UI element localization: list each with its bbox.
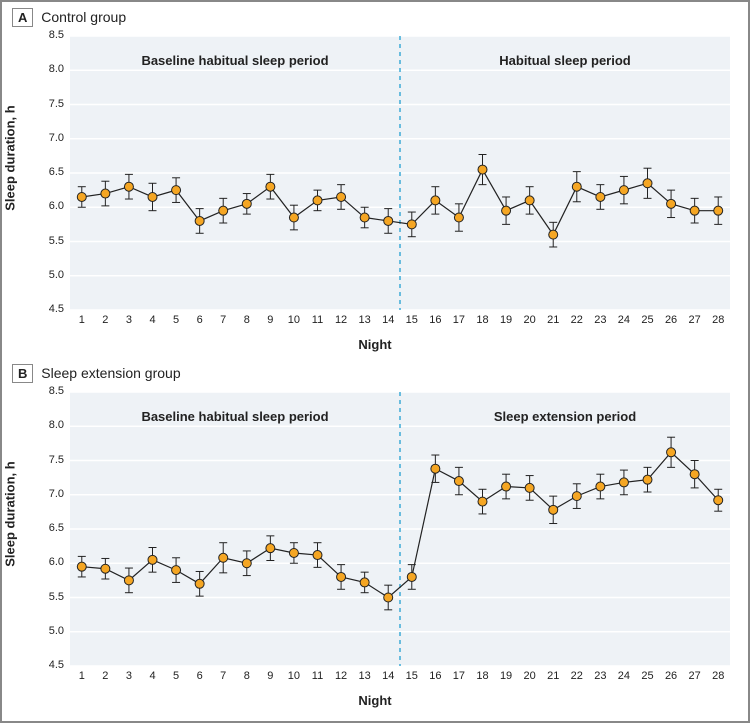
xtick-label: 27 bbox=[685, 314, 705, 326]
ytick-label: 4.5 bbox=[30, 303, 64, 315]
ytick-label: 8.0 bbox=[30, 63, 64, 75]
xtick-label: 25 bbox=[638, 314, 658, 326]
ytick-label: 5.0 bbox=[30, 269, 64, 281]
xtick-label: 5 bbox=[166, 314, 186, 326]
xtick-label: 26 bbox=[661, 670, 681, 682]
xtick-label: 3 bbox=[119, 314, 139, 326]
panel-a-title: Control group bbox=[41, 9, 126, 25]
ytick-label: 5.5 bbox=[30, 591, 64, 603]
xtick-label: 24 bbox=[614, 314, 634, 326]
panel-b-plot: 4.55.05.56.06.57.07.58.08.51234567891011… bbox=[70, 392, 730, 666]
ytick-label: 6.0 bbox=[30, 200, 64, 212]
ytick-label: 6.5 bbox=[30, 166, 64, 178]
xtick-label: 15 bbox=[402, 670, 422, 682]
xtick-label: 18 bbox=[473, 670, 493, 682]
xtick-label: 13 bbox=[355, 314, 375, 326]
xtick-label: 7 bbox=[213, 670, 233, 682]
panel-b-title: Sleep extension group bbox=[41, 365, 180, 381]
xtick-label: 23 bbox=[590, 314, 610, 326]
xtick-label: 23 bbox=[590, 670, 610, 682]
xtick-label: 22 bbox=[567, 670, 587, 682]
ytick-label: 8.5 bbox=[30, 385, 64, 397]
left-region-label: Baseline habitual sleep period bbox=[141, 409, 328, 424]
ytick-label: 4.5 bbox=[30, 659, 64, 671]
ytick-label: 7.0 bbox=[30, 132, 64, 144]
xtick-label: 26 bbox=[661, 314, 681, 326]
xtick-label: 12 bbox=[331, 314, 351, 326]
ytick-label: 6.0 bbox=[30, 556, 64, 568]
ytick-label: 7.5 bbox=[30, 98, 64, 110]
left-region-label: Baseline habitual sleep period bbox=[141, 53, 328, 68]
ytick-label: 7.5 bbox=[30, 454, 64, 466]
xtick-label: 28 bbox=[708, 314, 728, 326]
xtick-label: 4 bbox=[143, 670, 163, 682]
panel-a-letter: A bbox=[12, 8, 33, 27]
xtick-label: 10 bbox=[284, 670, 304, 682]
xtick-label: 24 bbox=[614, 670, 634, 682]
xtick-label: 19 bbox=[496, 314, 516, 326]
xtick-label: 14 bbox=[378, 314, 398, 326]
xtick-label: 9 bbox=[260, 670, 280, 682]
xtick-label: 7 bbox=[213, 314, 233, 326]
xtick-label: 5 bbox=[166, 670, 186, 682]
panel-b-letter: B bbox=[12, 364, 33, 383]
xtick-label: 17 bbox=[449, 670, 469, 682]
xtick-label: 16 bbox=[425, 670, 445, 682]
xtick-label: 1 bbox=[72, 670, 92, 682]
xtick-label: 28 bbox=[708, 670, 728, 682]
xtick-label: 13 bbox=[355, 670, 375, 682]
xtick-label: 8 bbox=[237, 670, 257, 682]
xtick-label: 9 bbox=[260, 314, 280, 326]
xtick-label: 6 bbox=[190, 670, 210, 682]
panel-b-header: B Sleep extension group bbox=[12, 364, 738, 383]
panel-b-xlabel: Night bbox=[358, 693, 391, 708]
xtick-label: 22 bbox=[567, 314, 587, 326]
xtick-label: 20 bbox=[520, 314, 540, 326]
xtick-label: 19 bbox=[496, 670, 516, 682]
ytick-label: 7.0 bbox=[30, 488, 64, 500]
xtick-label: 16 bbox=[425, 314, 445, 326]
figure-root: A Control group Sleep duration, h 4.55.0… bbox=[0, 0, 750, 723]
panel-a-ylabel: Sleep duration, h bbox=[3, 105, 18, 210]
xtick-label: 4 bbox=[143, 314, 163, 326]
xtick-label: 27 bbox=[685, 670, 705, 682]
panel-a-xlabel: Night bbox=[358, 337, 391, 352]
xtick-label: 25 bbox=[638, 670, 658, 682]
xtick-label: 21 bbox=[543, 670, 563, 682]
panel-a: A Control group Sleep duration, h 4.55.0… bbox=[12, 8, 738, 358]
xtick-label: 2 bbox=[95, 314, 115, 326]
panel-a-header: A Control group bbox=[12, 8, 738, 27]
xtick-label: 21 bbox=[543, 314, 563, 326]
ytick-label: 5.0 bbox=[30, 625, 64, 637]
xtick-label: 20 bbox=[520, 670, 540, 682]
xtick-label: 11 bbox=[308, 314, 328, 326]
xtick-label: 12 bbox=[331, 670, 351, 682]
xtick-label: 2 bbox=[95, 670, 115, 682]
ytick-label: 6.5 bbox=[30, 522, 64, 534]
xtick-label: 10 bbox=[284, 314, 304, 326]
xtick-label: 8 bbox=[237, 314, 257, 326]
xtick-label: 18 bbox=[473, 314, 493, 326]
panel-a-plot: 4.55.05.56.06.57.07.58.08.51234567891011… bbox=[70, 36, 730, 310]
xtick-label: 6 bbox=[190, 314, 210, 326]
xtick-label: 3 bbox=[119, 670, 139, 682]
xtick-label: 14 bbox=[378, 670, 398, 682]
xtick-label: 1 bbox=[72, 314, 92, 326]
ytick-label: 5.5 bbox=[30, 235, 64, 247]
xtick-label: 17 bbox=[449, 314, 469, 326]
ytick-label: 8.5 bbox=[30, 29, 64, 41]
xtick-label: 11 bbox=[308, 670, 328, 682]
right-region-label: Sleep extension period bbox=[494, 409, 636, 424]
ytick-label: 8.0 bbox=[30, 419, 64, 431]
xtick-label: 15 bbox=[402, 314, 422, 326]
panel-b-ylabel: Sleep duration, h bbox=[3, 461, 18, 566]
right-region-label: Habitual sleep period bbox=[499, 53, 630, 68]
panel-b: B Sleep extension group Sleep duration, … bbox=[12, 364, 738, 714]
